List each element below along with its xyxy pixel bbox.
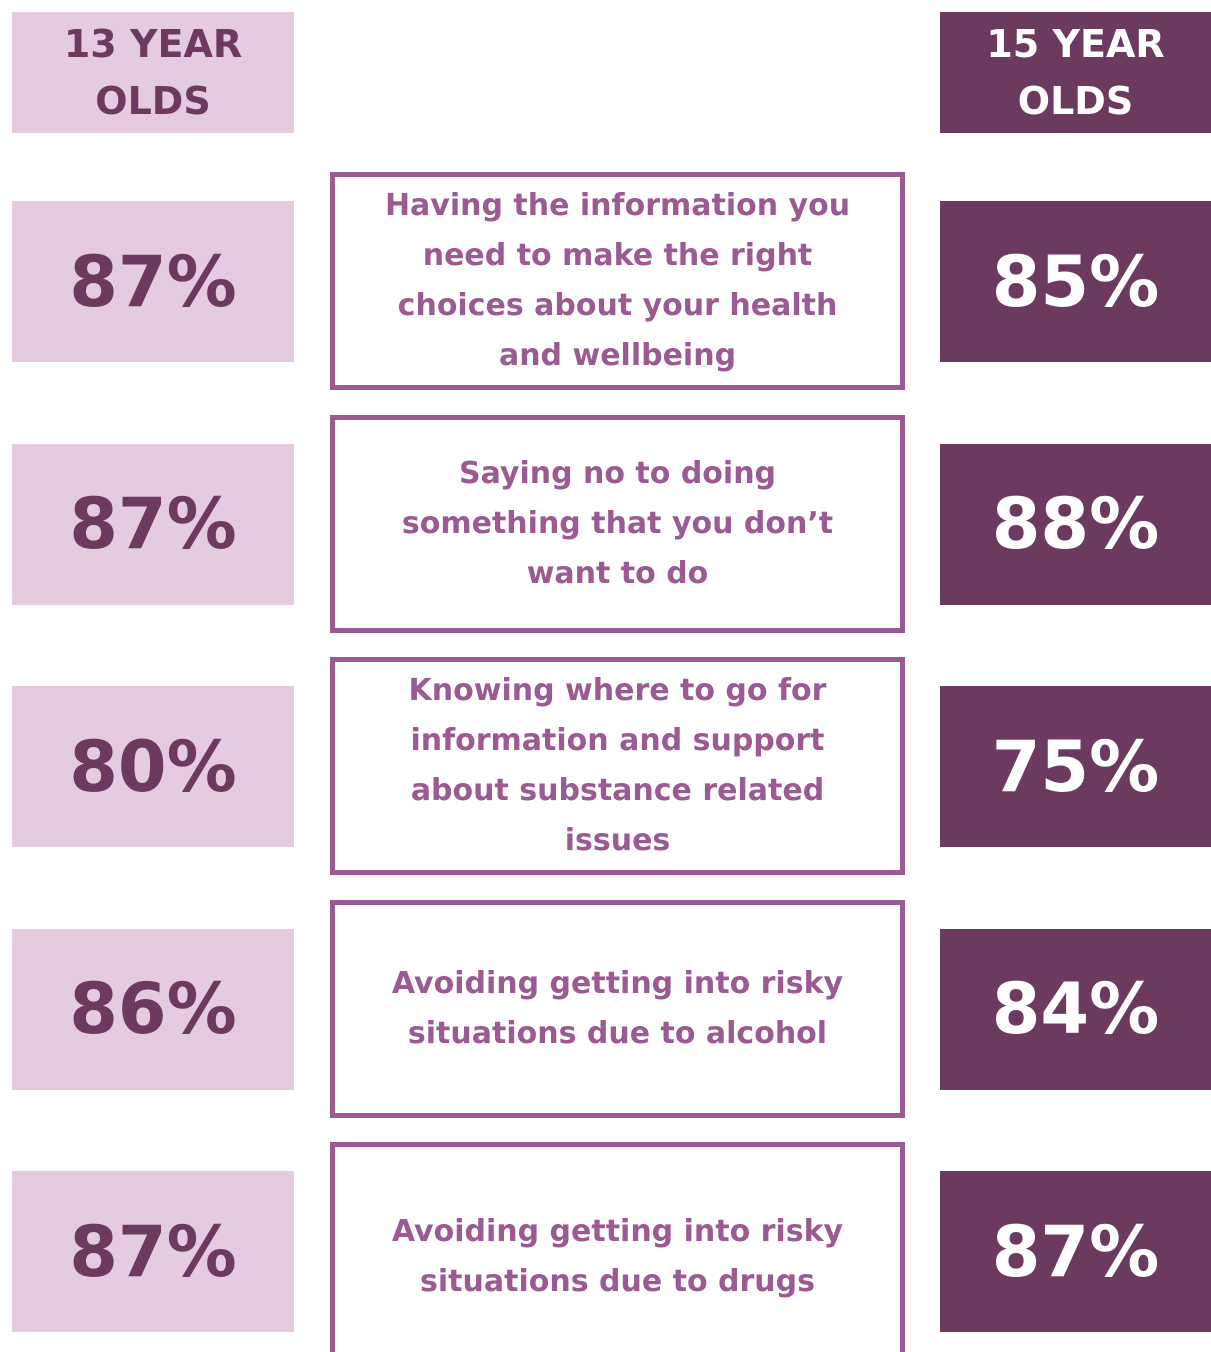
value-15: 84% xyxy=(940,928,1211,1090)
value-15: 85% xyxy=(940,201,1211,362)
value-13: 80% xyxy=(12,686,294,847)
item-label: Avoiding getting into risky situations d… xyxy=(330,1142,905,1352)
value-15: 87% xyxy=(940,1171,1211,1332)
value-13: 87% xyxy=(12,201,294,362)
value-13: 86% xyxy=(12,928,294,1090)
header-15: 15 YEAR OLDS xyxy=(940,12,1211,133)
value-13: 87% xyxy=(12,1171,294,1332)
item-label: Avoiding getting into risky situations d… xyxy=(330,899,905,1118)
value-13: 87% xyxy=(12,443,294,605)
value-15: 75% xyxy=(940,686,1211,847)
item-label: Knowing where to go for information and … xyxy=(330,657,905,875)
item-label: Saying no to doing something that you do… xyxy=(330,414,905,633)
value-15: 88% xyxy=(940,443,1211,605)
header-13: 13 YEAR OLDS xyxy=(12,12,294,133)
item-label: Having the information you need to make … xyxy=(330,172,905,390)
